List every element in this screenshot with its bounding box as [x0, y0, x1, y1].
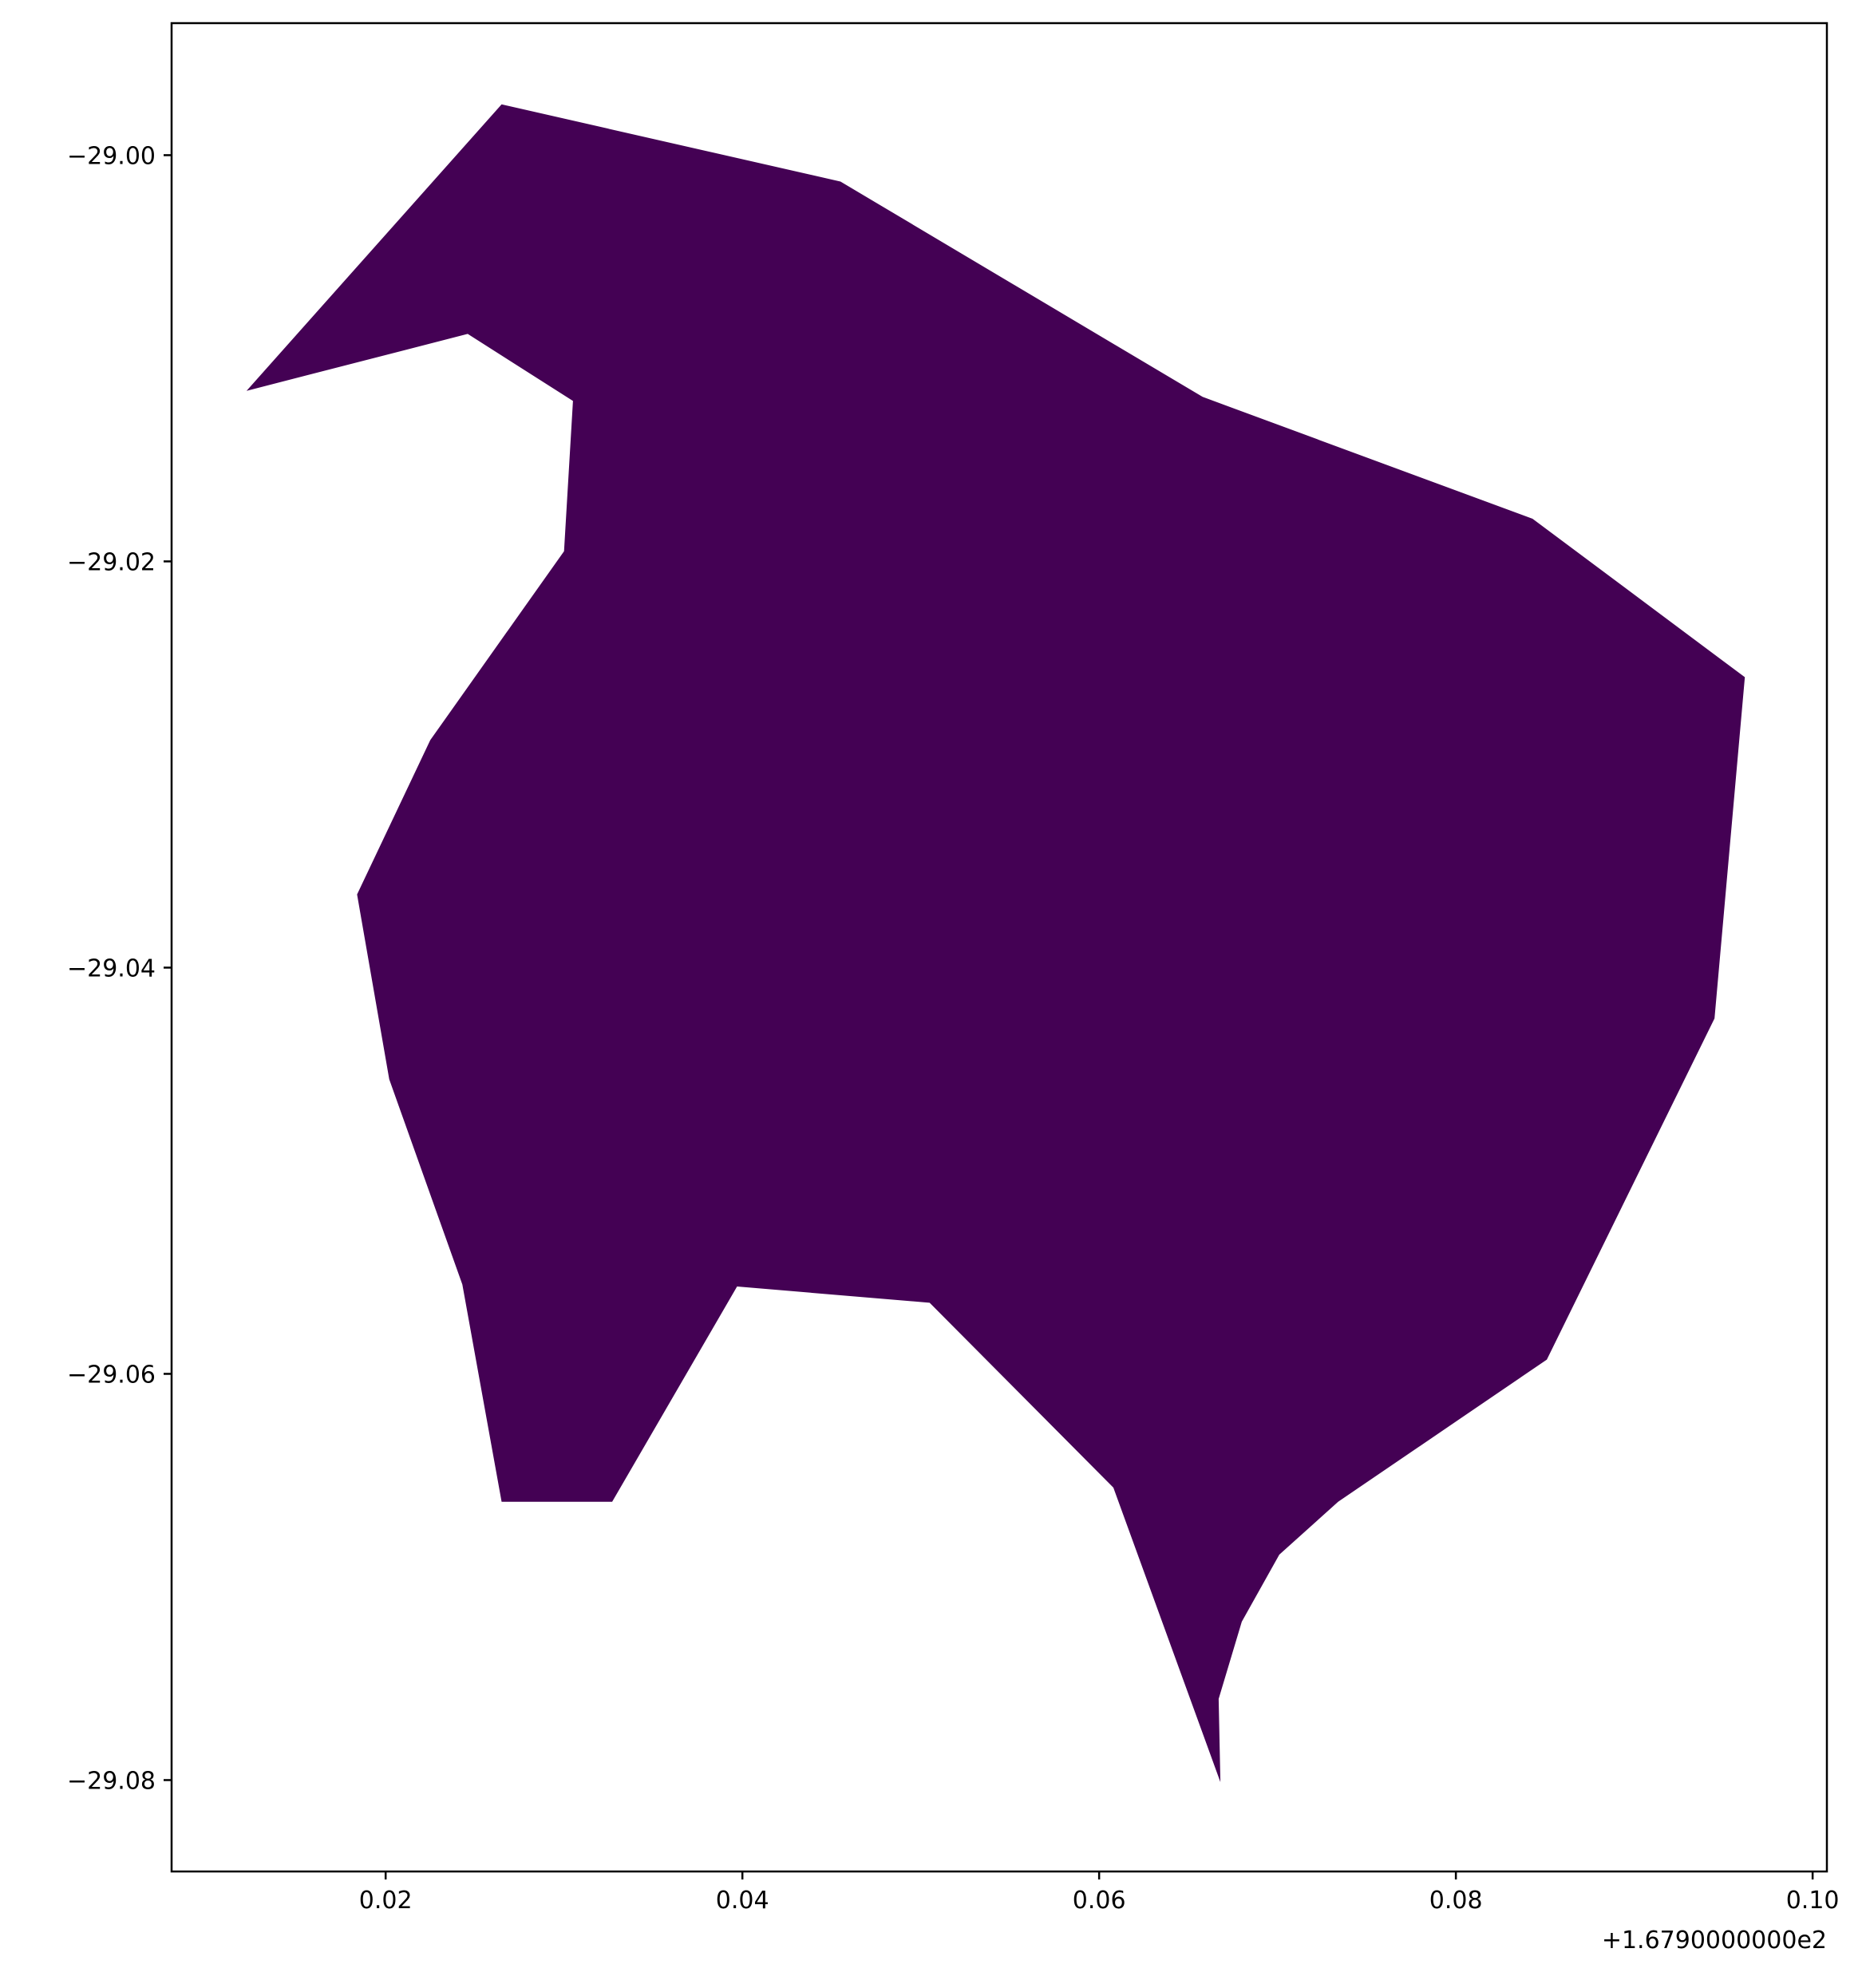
x-tick-label: 0.02 — [359, 1887, 413, 1915]
y-tick-label: −29.02 — [67, 548, 156, 576]
axes-frame — [170, 22, 1828, 1873]
y-tick-label: −29.06 — [67, 1361, 156, 1389]
y-tick-label: −29.00 — [67, 142, 156, 170]
x-offset-label: +1.6790000000e2 — [1602, 1927, 1827, 1954]
x-tick-label: 0.08 — [1429, 1887, 1483, 1915]
x-tick-label: 0.10 — [1786, 1887, 1840, 1915]
y-tick-label: −29.08 — [67, 1767, 156, 1795]
x-axis: 0.02 0.04 0.06 0.08 0.10 — [359, 1871, 1840, 1915]
y-axis: −29.00 −29.02 −29.04 −29.06 −29.08 — [67, 142, 172, 1795]
x-tick-label: 0.06 — [1073, 1887, 1126, 1915]
y-tick-label: −29.04 — [67, 954, 156, 982]
plot-area — [246, 104, 1745, 1782]
region-polygon — [246, 104, 1745, 1782]
x-tick-label: 0.04 — [716, 1887, 769, 1915]
